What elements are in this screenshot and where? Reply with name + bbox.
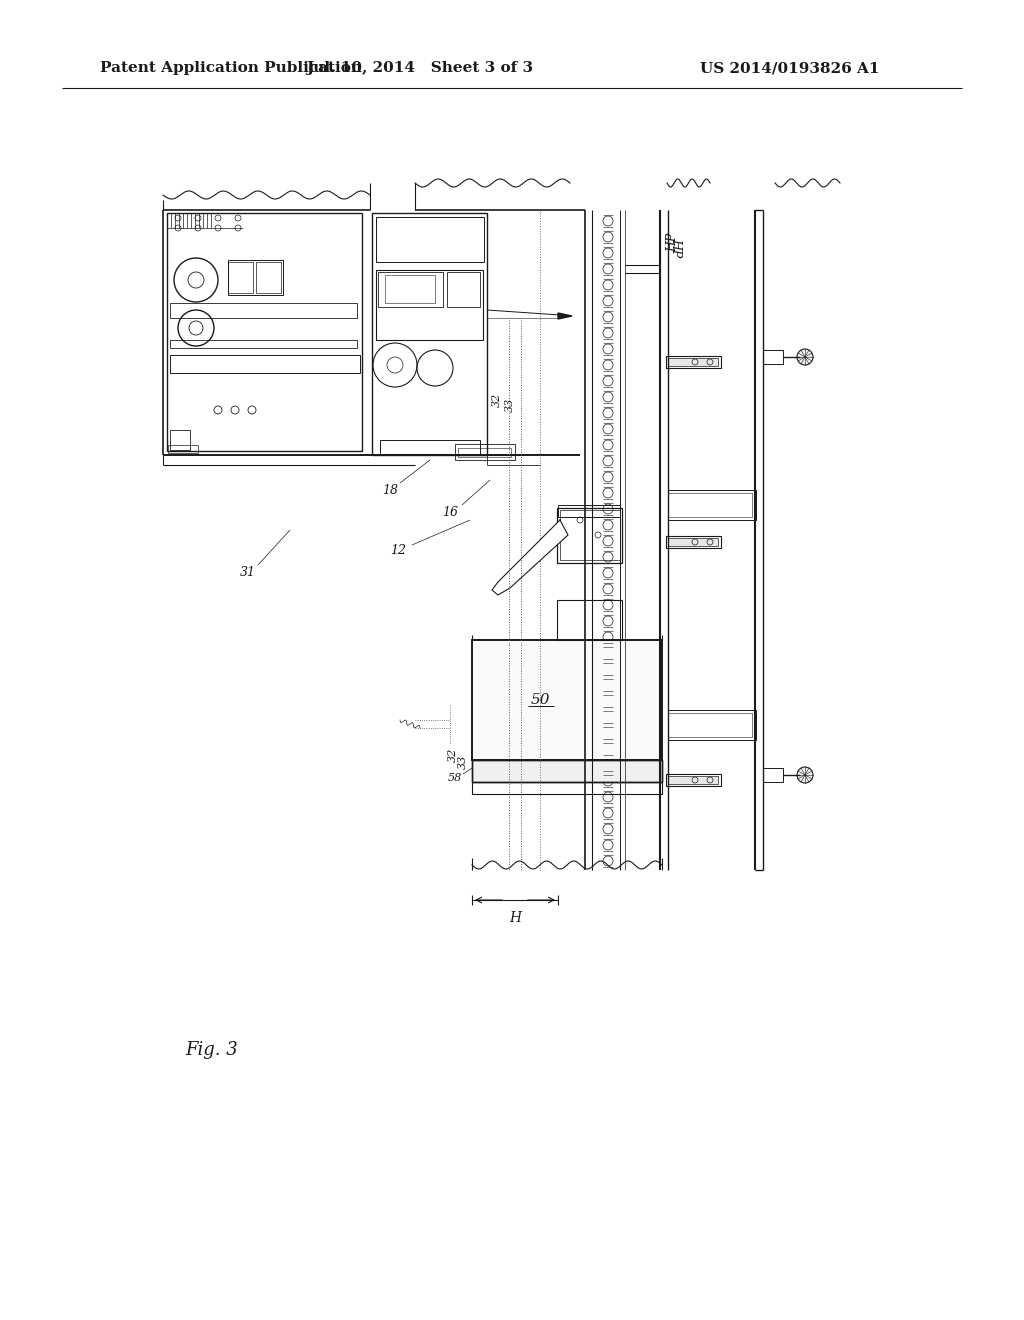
Text: H: H [509,911,521,925]
Bar [455,444,515,459]
Bar [668,710,756,741]
Bar [560,510,620,560]
Bar [763,350,783,364]
Text: 16: 16 [442,506,458,519]
Text: 32: 32 [449,748,458,762]
Bar [380,440,480,454]
Bar [472,640,662,760]
Bar [668,776,718,784]
Bar [668,492,752,517]
Text: HP: HP [667,232,680,252]
Bar [167,213,362,451]
Bar [228,260,283,294]
Bar [472,760,662,781]
Bar [557,508,622,564]
Bar [168,445,198,453]
Bar [472,781,662,795]
Text: 32: 32 [492,393,502,407]
Bar [668,358,718,366]
Text: 31: 31 [240,565,256,578]
Bar [763,768,783,781]
Bar [170,341,357,348]
Bar [170,355,360,374]
Bar [472,760,662,781]
Bar [558,506,620,517]
Bar [385,275,435,304]
Text: 33: 33 [505,397,515,412]
Circle shape [797,767,813,783]
Bar [472,640,662,760]
Text: 50: 50 [530,693,550,708]
Circle shape [797,348,813,366]
Bar [170,430,190,450]
Bar [666,774,721,785]
Bar [228,261,253,293]
Text: HP: HP [670,239,683,257]
Bar [458,447,511,457]
Polygon shape [558,313,572,319]
Text: 33: 33 [458,755,468,770]
Text: 12: 12 [390,544,406,557]
Bar [447,272,480,308]
Bar [666,356,721,368]
Bar [256,261,281,293]
Bar [557,601,622,640]
Bar [666,536,721,548]
Bar [668,539,718,546]
Polygon shape [492,520,568,595]
Bar [378,272,443,308]
Bar [376,271,483,341]
Bar [376,216,484,261]
Text: Patent Application Publication: Patent Application Publication [100,61,362,75]
Text: Jul. 10, 2014   Sheet 3 of 3: Jul. 10, 2014 Sheet 3 of 3 [306,61,534,75]
Text: US 2014/0193826 A1: US 2014/0193826 A1 [700,61,880,75]
Text: 58: 58 [447,774,462,783]
Bar [668,490,756,520]
Text: 18: 18 [382,483,398,496]
Bar [668,713,752,737]
Text: Fig. 3: Fig. 3 [185,1041,238,1059]
Bar [372,213,487,455]
Bar [170,304,357,318]
